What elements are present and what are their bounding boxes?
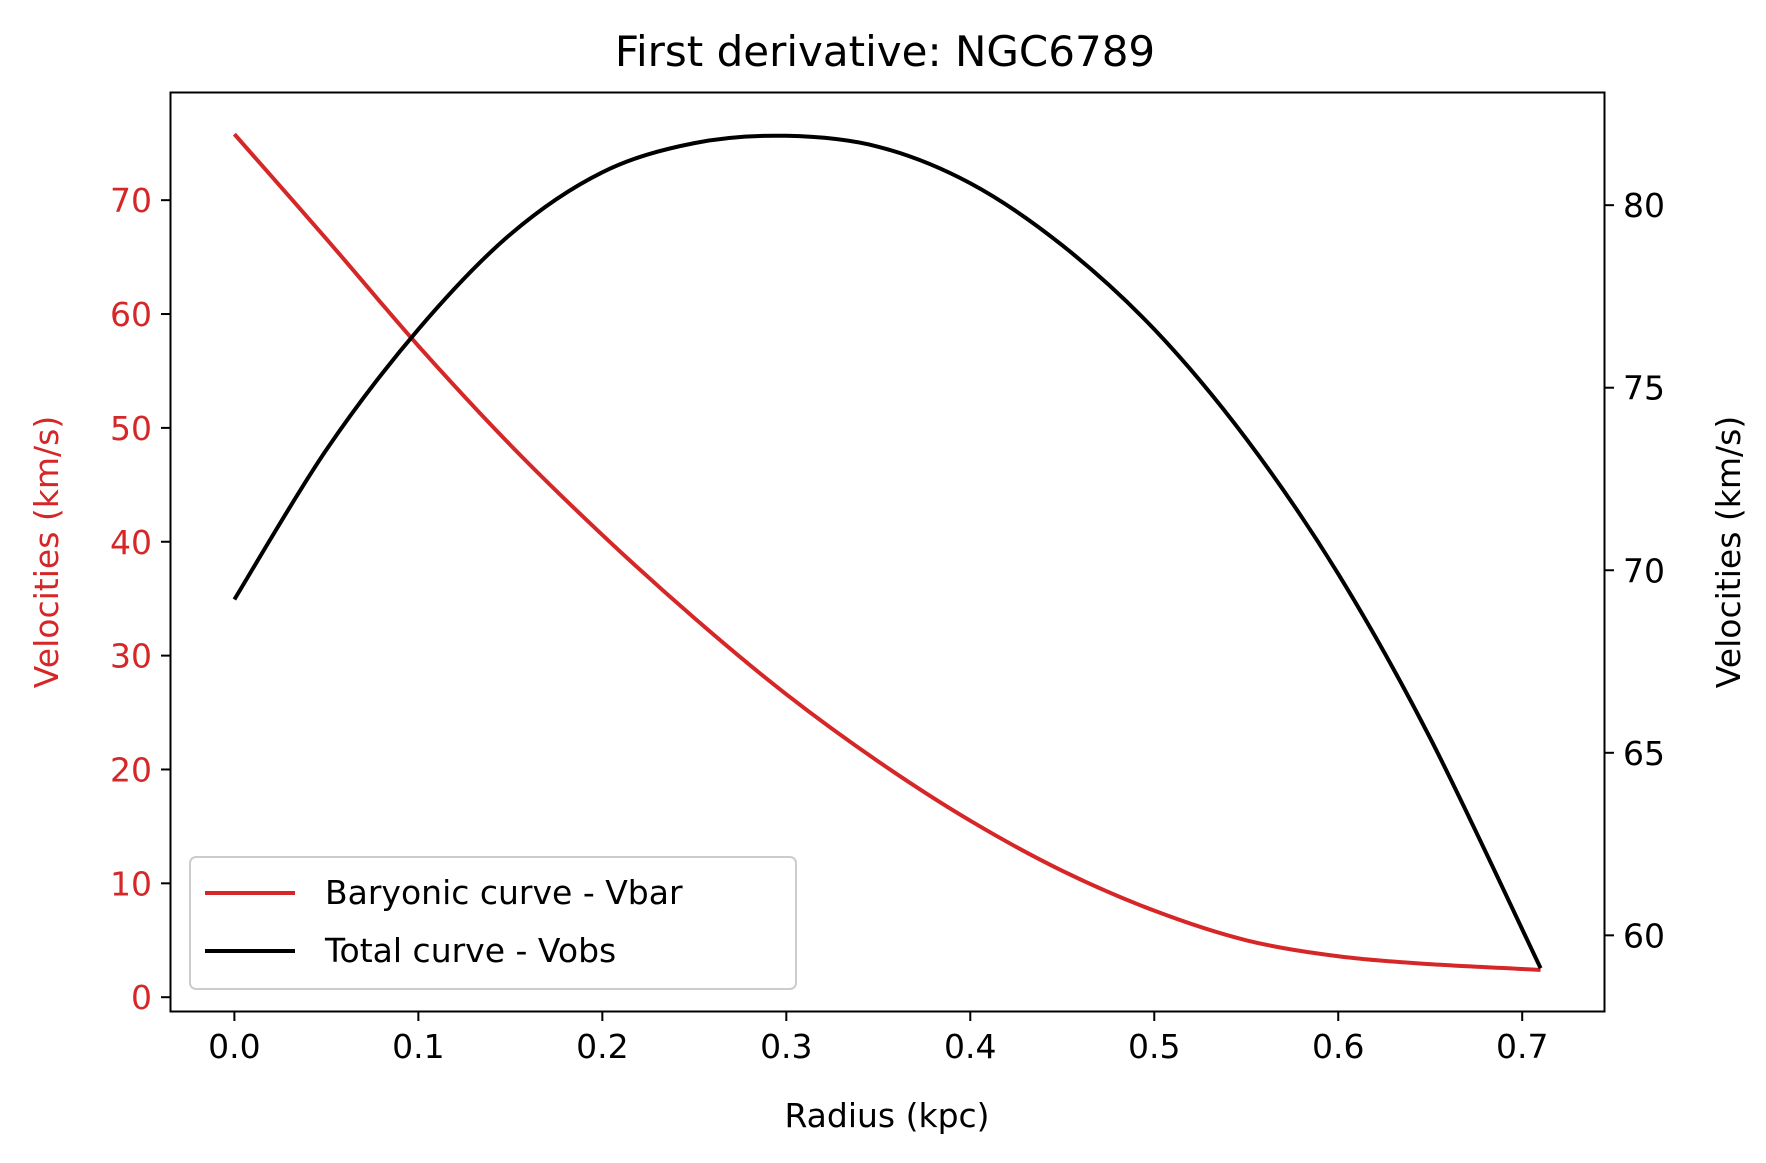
y-left-tick-label: 0 — [131, 978, 152, 1017]
y-left-tick-label: 30 — [110, 637, 152, 676]
x-tick-label: 0.5 — [1128, 1027, 1180, 1066]
y-left-tick-label: 60 — [110, 295, 152, 334]
y-axis-right: 60 65 70 75 80 — [1605, 186, 1665, 955]
y-axis-left: 0 10 20 30 40 50 60 70 — [110, 181, 170, 1017]
x-tick-label: 0.3 — [760, 1027, 812, 1066]
y-left-tick-label: 70 — [110, 181, 152, 220]
y-right-tick-label: 70 — [1623, 551, 1665, 590]
legend: Baryonic curve - Vbar Total curve - Vobs — [189, 856, 797, 990]
x-axis: 0.0 0.1 0.2 0.3 0.4 0.5 0.6 0.7 — [208, 1012, 1548, 1066]
series-layer — [232, 132, 1543, 972]
x-tick-label: 0.6 — [1312, 1027, 1364, 1066]
series-line-vobs — [232, 133, 1543, 970]
y-axis-right-label: Velocities (km/s) — [1709, 416, 1748, 688]
y-axis-left-label: Velocities (km/s) — [27, 416, 66, 688]
x-tick-label: 0.0 — [208, 1027, 260, 1066]
x-tick-label: 0.1 — [392, 1027, 444, 1066]
x-tick-label: 0.2 — [576, 1027, 628, 1066]
x-tick-label: 0.7 — [1496, 1027, 1548, 1066]
legend-label-vobs: Total curve - Vobs — [324, 931, 616, 970]
chart-title: First derivative: NGC6789 — [615, 27, 1155, 76]
legend-box — [189, 856, 797, 990]
x-axis-label: Radius (kpc) — [784, 1096, 989, 1135]
y-left-tick-label: 20 — [110, 750, 152, 789]
x-tick-label: 0.4 — [944, 1027, 996, 1066]
y-right-tick-label: 65 — [1623, 734, 1665, 773]
y-right-tick-label: 75 — [1623, 369, 1665, 408]
y-left-tick-label: 50 — [110, 409, 152, 448]
y-right-tick-label: 80 — [1623, 186, 1665, 225]
y-left-tick-label: 10 — [110, 864, 152, 903]
y-right-tick-label: 60 — [1623, 916, 1665, 955]
plot-frame — [169, 91, 1606, 1013]
series-line-vbar — [232, 132, 1541, 972]
y-left-tick-label: 40 — [110, 523, 152, 562]
legend-label-vbar: Baryonic curve - Vbar — [325, 873, 683, 912]
